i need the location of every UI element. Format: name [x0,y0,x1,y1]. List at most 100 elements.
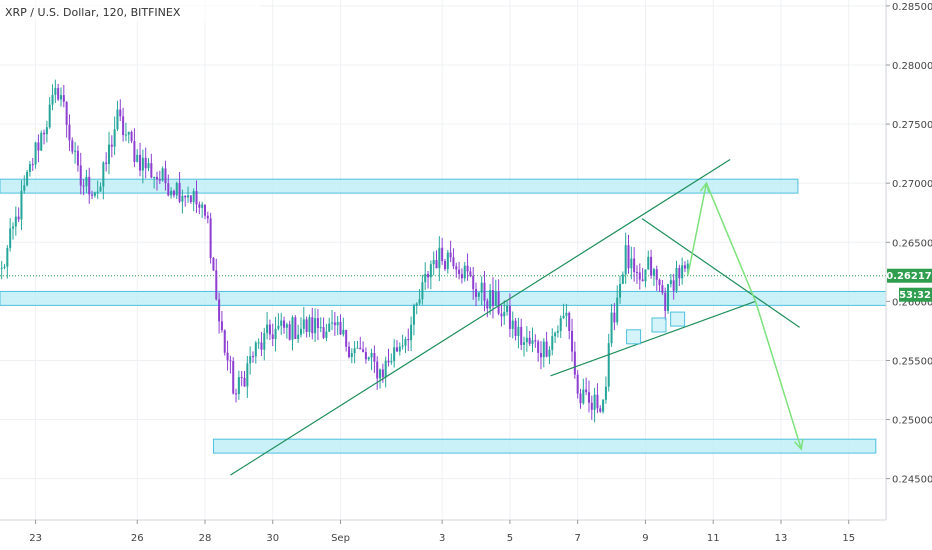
candle-body [534,340,537,342]
symbol-title: XRP / U.S. Dollar, 120, BITFINEX [5,6,181,19]
candle-body [412,305,415,325]
candle-body [376,361,379,379]
candle-body [655,269,658,280]
candle-body [167,183,170,196]
price-axis[interactable]: 0.28500 0.28000 0.27500 0.27000 0.26500 0.260… [885,0,932,520]
candle-body [652,269,655,276]
candle-body [333,322,336,326]
candle-body [449,252,452,258]
candle-body [251,356,254,358]
date-tick-label: 30 [266,533,279,544]
candle-body [158,179,161,181]
candle-body [585,389,588,393]
candle-body [220,321,223,331]
candle-body [554,332,557,337]
candle-body [390,361,393,363]
candle-body [669,280,672,285]
candle-body [189,195,192,203]
candle-body [395,347,398,352]
candle-body [17,216,20,220]
candle-body [531,340,534,344]
candle-body [139,154,142,171]
candle-body [475,289,478,297]
candle-body [96,191,99,193]
candle-body [508,305,511,329]
candle-body [627,245,630,269]
candle-body [274,328,277,339]
candle-body [226,352,229,361]
candle-body [203,204,206,216]
candle-body [246,363,249,387]
candle-body [223,330,226,353]
candle-body [477,292,480,297]
candle-body [452,257,455,267]
candle-body [579,393,582,404]
candle-body [384,360,387,378]
candle-body [573,351,576,375]
price-axis-bg [886,0,932,520]
candle-body [353,348,356,354]
support-resistance-zones [0,178,887,454]
candle-body [113,129,116,147]
candle-body [641,279,644,282]
candle-body [633,258,636,273]
candle-body [559,318,562,332]
candle-body [68,124,71,141]
candle-body [466,265,469,272]
date-axis[interactable]: 23 26 28 30 Sep 3 5 7 9 11 13 15 [0,519,932,550]
candle-body [249,356,252,364]
candle-body [599,408,602,412]
candle-body [328,323,331,332]
candle-body [486,300,489,309]
candle-body [297,334,300,340]
candle-body [497,291,500,314]
candle-body [192,191,195,203]
candle-body [443,261,446,270]
candle-body [610,312,613,344]
candle-body [398,346,401,352]
candle-body [235,393,238,395]
candle-body [82,185,85,187]
candle-body [658,279,661,286]
candle-body [20,190,23,220]
candle-body [325,331,328,338]
candle-body [644,269,647,282]
candle-body [556,331,559,333]
candle-body [6,248,9,267]
candle-body [40,132,43,151]
trendlines [230,159,800,476]
candle-body [616,297,619,323]
candle-body [359,347,362,350]
candle-body [164,168,167,184]
candle-body [401,345,404,347]
candle-body [308,317,311,332]
candle-body [463,265,466,279]
candle-body [424,273,427,283]
candle-body [460,274,463,279]
candle-body [59,95,62,100]
trendline [641,218,800,328]
candle-body [571,330,574,352]
candle-body [525,337,528,343]
candle-body [110,144,113,147]
candle-body [254,342,257,357]
candle-body [65,101,68,125]
candle-body [119,109,122,117]
date-tick-label: Sep [331,533,350,544]
candle-body [299,328,302,335]
candle-body [568,312,571,331]
date-tick-label: 23 [29,533,42,544]
candle-body [3,266,6,268]
price-tick-label: 0.24500 [892,475,932,486]
candle-body [178,182,181,202]
horizontal-zone [212,438,877,454]
candle-body [491,290,494,306]
candle-body [342,329,345,335]
price-tick-label: 0.27000 [892,179,932,190]
candle-body [71,140,74,152]
candle-body [277,325,280,329]
candle-body [57,87,60,100]
candle-body [240,377,243,379]
